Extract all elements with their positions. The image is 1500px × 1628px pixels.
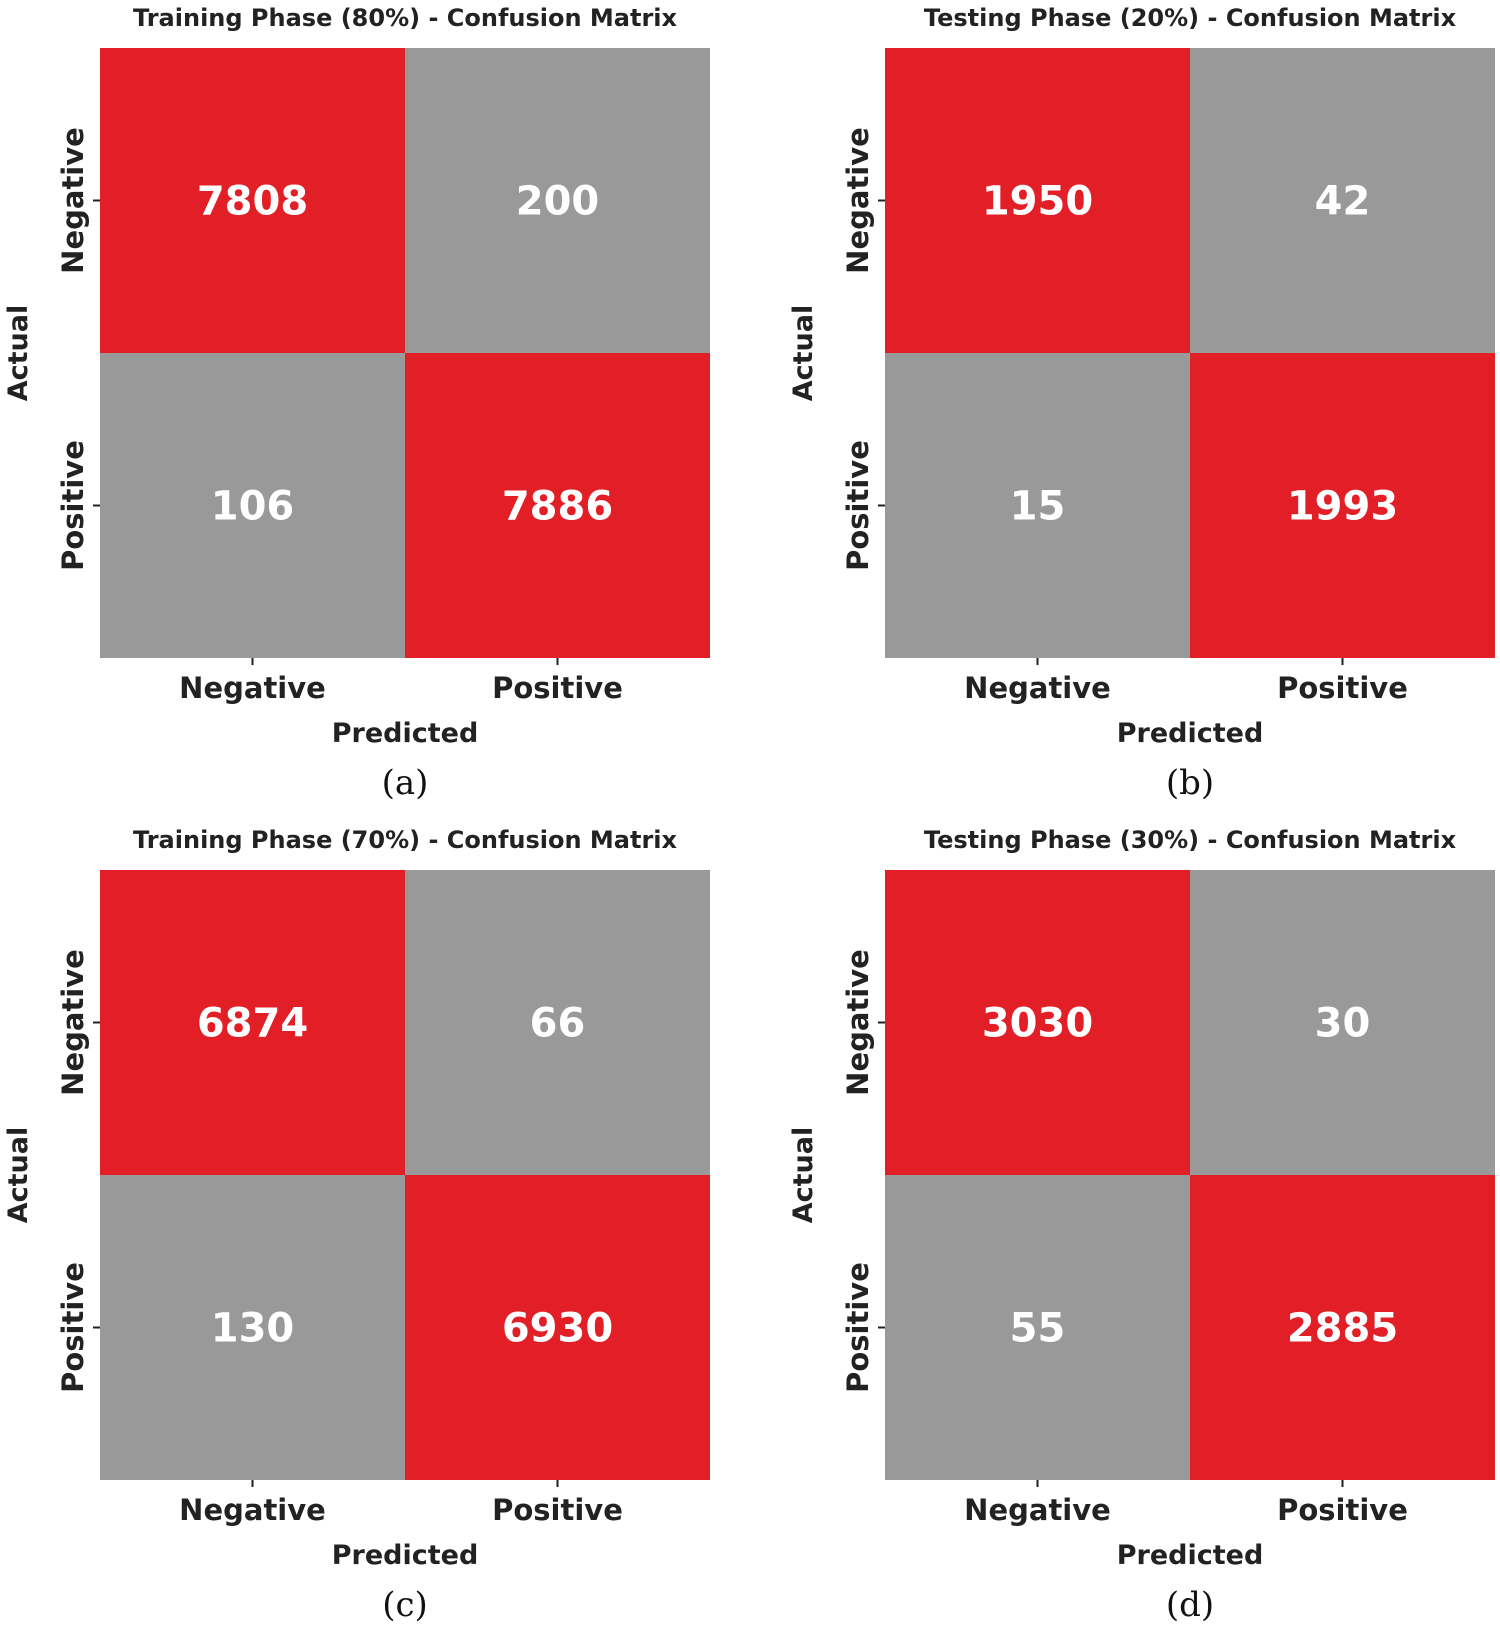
x-tick-label: Positive — [492, 1493, 623, 1527]
cell-value-label: 130 — [211, 1306, 295, 1352]
heatmap-cell — [1190, 870, 1495, 1175]
heatmap-cell — [1190, 1175, 1495, 1480]
y-axis-label: Actual — [3, 1127, 34, 1224]
x-tick-label: Positive — [492, 671, 623, 705]
cell-value-label: 200 — [516, 179, 600, 225]
chart-title: Training Phase (70%) - Confusion Matrix — [133, 826, 678, 854]
heatmap-cell — [100, 1175, 405, 1480]
cell-value-label: 2885 — [1287, 1306, 1398, 1352]
x-tick-label: Positive — [1277, 671, 1408, 705]
heatmap-cell — [1190, 353, 1495, 658]
y-tick-label: Positive — [56, 440, 90, 571]
x-tick-label: Negative — [179, 1493, 326, 1527]
heatmap-cell — [405, 48, 710, 353]
chart-title: Training Phase (80%) - Confusion Matrix — [133, 4, 678, 32]
heatmap-cell — [100, 48, 405, 353]
heatmap-cell — [405, 870, 710, 1175]
confusion-matrix-panel: Training Phase (70%) - Confusion Matrix 6… — [3, 826, 710, 1625]
heatmap-cell — [405, 353, 710, 658]
heatmap-cell — [100, 870, 405, 1175]
subfigure-caption: (a) — [382, 763, 429, 803]
y-axis-label: Actual — [788, 1127, 819, 1224]
cell-value-label: 6874 — [197, 1001, 308, 1047]
cell-value-label: 7886 — [502, 484, 613, 530]
x-axis-label: Predicted — [1117, 718, 1264, 749]
cell-value-label: 1993 — [1287, 484, 1398, 530]
y-tick-label: Negative — [841, 949, 875, 1096]
x-axis-label: Predicted — [1117, 1540, 1264, 1571]
cell-value-label: 55 — [1010, 1306, 1066, 1352]
cell-value-label: 6930 — [502, 1306, 613, 1352]
confusion-matrix-panel: Testing Phase (30%) - Confusion Matrix 30… — [788, 826, 1495, 1625]
y-tick-label: Negative — [56, 127, 90, 274]
y-tick-label: Negative — [56, 949, 90, 1096]
x-axis-label: Predicted — [332, 718, 479, 749]
subfigure-caption: (b) — [1166, 763, 1214, 803]
y-axis-label: Actual — [788, 305, 819, 402]
y-axis-label: Actual — [3, 305, 34, 402]
chart-title: Testing Phase (20%) - Confusion Matrix — [924, 4, 1457, 32]
y-tick-label: Positive — [841, 1262, 875, 1393]
confusion-matrix-panel: Testing Phase (20%) - Confusion Matrix 19… — [788, 4, 1495, 803]
heatmap-cell — [100, 353, 405, 658]
subfigure-caption: (c) — [382, 1585, 428, 1625]
heatmap-cell — [405, 1175, 710, 1480]
confusion-matrix-panel: Training Phase (80%) - Confusion Matrix 7… — [3, 4, 710, 803]
cell-value-label: 3030 — [982, 1001, 1093, 1047]
cell-value-label: 42 — [1315, 179, 1371, 225]
x-axis-label: Predicted — [332, 1540, 479, 1571]
x-tick-label: Negative — [179, 671, 326, 705]
y-tick-label: Positive — [841, 440, 875, 571]
y-tick-label: Negative — [841, 127, 875, 274]
heatmap-cell — [885, 870, 1190, 1175]
cell-value-label: 106 — [211, 484, 295, 530]
y-tick-label: Positive — [56, 1262, 90, 1393]
x-tick-label: Negative — [964, 671, 1111, 705]
x-tick-label: Positive — [1277, 1493, 1408, 1527]
cell-value-label: 1950 — [982, 179, 1093, 225]
cell-value-label: 66 — [530, 1001, 586, 1047]
chart-title: Testing Phase (30%) - Confusion Matrix — [924, 826, 1457, 854]
heatmap-cell — [885, 1175, 1190, 1480]
subfigure-caption: (d) — [1166, 1585, 1214, 1625]
heatmap-cell — [885, 48, 1190, 353]
cell-value-label: 15 — [1010, 484, 1066, 530]
x-tick-label: Negative — [964, 1493, 1111, 1527]
cell-value-label: 7808 — [197, 179, 308, 225]
heatmap-cell — [885, 353, 1190, 658]
cell-value-label: 30 — [1315, 1001, 1371, 1047]
heatmap-cell — [1190, 48, 1495, 353]
